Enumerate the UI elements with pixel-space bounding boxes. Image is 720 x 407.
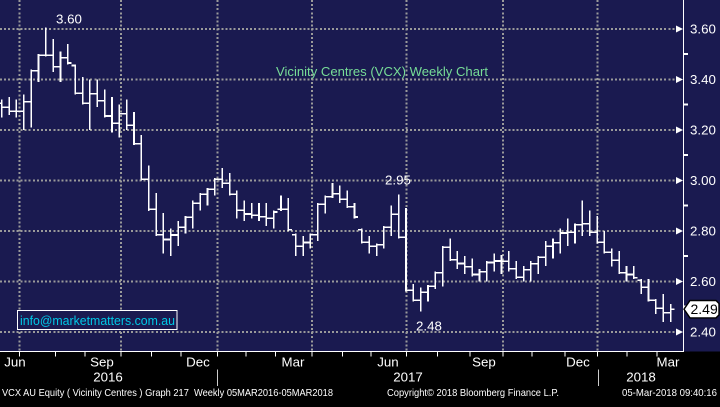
svg-text:05-Mar-2018 09:40:16: 05-Mar-2018 09:40:16 — [622, 388, 717, 399]
svg-text:Mar: Mar — [657, 355, 680, 370]
svg-text:info@marketmatters.com.au: info@marketmatters.com.au — [20, 313, 175, 328]
svg-text:2.95: 2.95 — [385, 173, 411, 188]
svg-text:2018: 2018 — [626, 370, 656, 385]
svg-text:Dec: Dec — [186, 355, 210, 370]
svg-text:2.60: 2.60 — [690, 274, 716, 289]
svg-text:Jun: Jun — [4, 355, 25, 370]
svg-text:Vicinity Centres (VCX) Weekly: Vicinity Centres (VCX) Weekly Chart — [276, 64, 488, 79]
svg-text:VCX AU Equity ( Vicinity Centr: VCX AU Equity ( Vicinity Centres ) Graph… — [2, 388, 333, 399]
svg-text:3.60: 3.60 — [690, 21, 716, 36]
svg-text:2016: 2016 — [93, 370, 123, 385]
svg-text:2.49: 2.49 — [691, 301, 718, 317]
svg-text:3.20: 3.20 — [690, 122, 716, 137]
svg-text:2017: 2017 — [393, 370, 423, 385]
svg-text:2.48: 2.48 — [416, 319, 442, 334]
svg-text:Sep: Sep — [472, 355, 496, 370]
svg-text:3.60: 3.60 — [56, 12, 82, 27]
svg-text:3.40: 3.40 — [690, 72, 716, 87]
svg-text:Dec: Dec — [566, 355, 590, 370]
svg-text:Copyright© 2018 Bloomberg Fina: Copyright© 2018 Bloomberg Finance L.P. — [387, 388, 559, 399]
svg-text:2.80: 2.80 — [690, 223, 716, 238]
svg-text:Mar: Mar — [282, 355, 305, 370]
svg-text:2.40: 2.40 — [690, 324, 716, 339]
svg-text:Jun: Jun — [377, 355, 398, 370]
svg-text:Sep: Sep — [90, 355, 114, 370]
svg-text:3.00: 3.00 — [690, 173, 716, 188]
